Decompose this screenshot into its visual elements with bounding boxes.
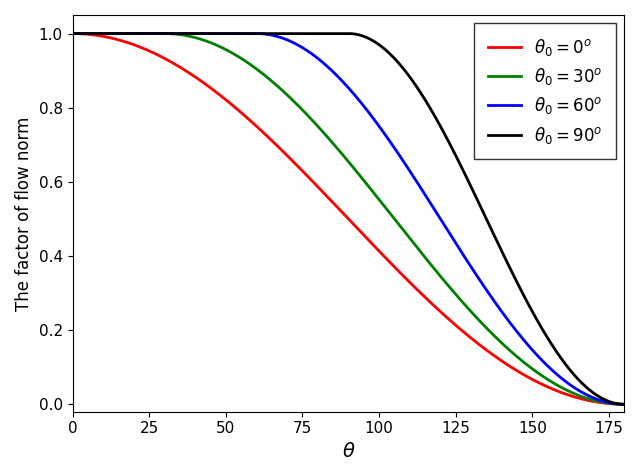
$\theta_0 = 60^o$	[323, 63, 330, 69]
$\theta_0 = 90^o$	[323, 30, 330, 36]
$\theta_0 = 0^o$	[68, 30, 76, 36]
Legend: $\theta_0 = 0^o$, $\theta_0 = 30^o$, $\theta_0 = 60^o$, $\theta_0 = 90^o$: $\theta_0 = 0^o$, $\theta_0 = 30^o$, $\t…	[474, 23, 616, 159]
$\theta_0 = 60^o$	[604, 400, 612, 406]
$\theta_0 = 0^o$	[503, 362, 511, 367]
$\theta_0 = 90^o$	[621, 401, 628, 407]
$\theta_0 = 0^o$	[605, 401, 612, 407]
$\theta_0 = 60^o$	[68, 30, 76, 36]
Y-axis label: The factor of flow norm: The factor of flow norm	[15, 116, 33, 310]
$\theta_0 = 60^o$	[97, 30, 104, 36]
$\theta_0 = 30^o$	[605, 400, 612, 406]
$\theta_0 = 90^o$	[605, 398, 612, 404]
$\theta_0 = 90^o$	[68, 30, 76, 36]
$\theta_0 = 90^o$	[337, 30, 345, 36]
$\theta_0 = 30^o$	[337, 150, 345, 156]
$\theta_0 = 0^o$	[604, 401, 612, 407]
Line: $\theta_0 = 30^o$: $\theta_0 = 30^o$	[72, 33, 625, 404]
Line: $\theta_0 = 90^o$: $\theta_0 = 90^o$	[72, 33, 625, 404]
Line: $\theta_0 = 60^o$: $\theta_0 = 60^o$	[72, 33, 625, 404]
$\theta_0 = 60^o$	[337, 77, 345, 82]
$\theta_0 = 0^o$	[323, 193, 330, 198]
$\theta_0 = 30^o$	[503, 345, 511, 351]
$\theta_0 = 0^o$	[337, 208, 345, 214]
$\theta_0 = 90^o$	[97, 30, 104, 36]
$\theta_0 = 60^o$	[605, 400, 612, 406]
$\theta_0 = 30^o$	[621, 401, 628, 407]
$\theta_0 = 30^o$	[97, 30, 104, 36]
$\theta_0 = 60^o$	[621, 401, 628, 407]
$\theta_0 = 0^o$	[97, 33, 104, 39]
Line: $\theta_0 = 0^o$: $\theta_0 = 0^o$	[72, 33, 625, 404]
$\theta_0 = 0^o$	[621, 401, 628, 407]
$\theta_0 = 30^o$	[323, 133, 330, 139]
$\theta_0 = 30^o$	[604, 400, 612, 406]
$\theta_0 = 90^o$	[604, 398, 612, 404]
$\theta_0 = 30^o$	[68, 30, 76, 36]
$\theta_0 = 90^o$	[503, 259, 511, 265]
$\theta_0 = 60^o$	[503, 316, 511, 322]
X-axis label: $\theta$: $\theta$	[342, 442, 355, 461]
